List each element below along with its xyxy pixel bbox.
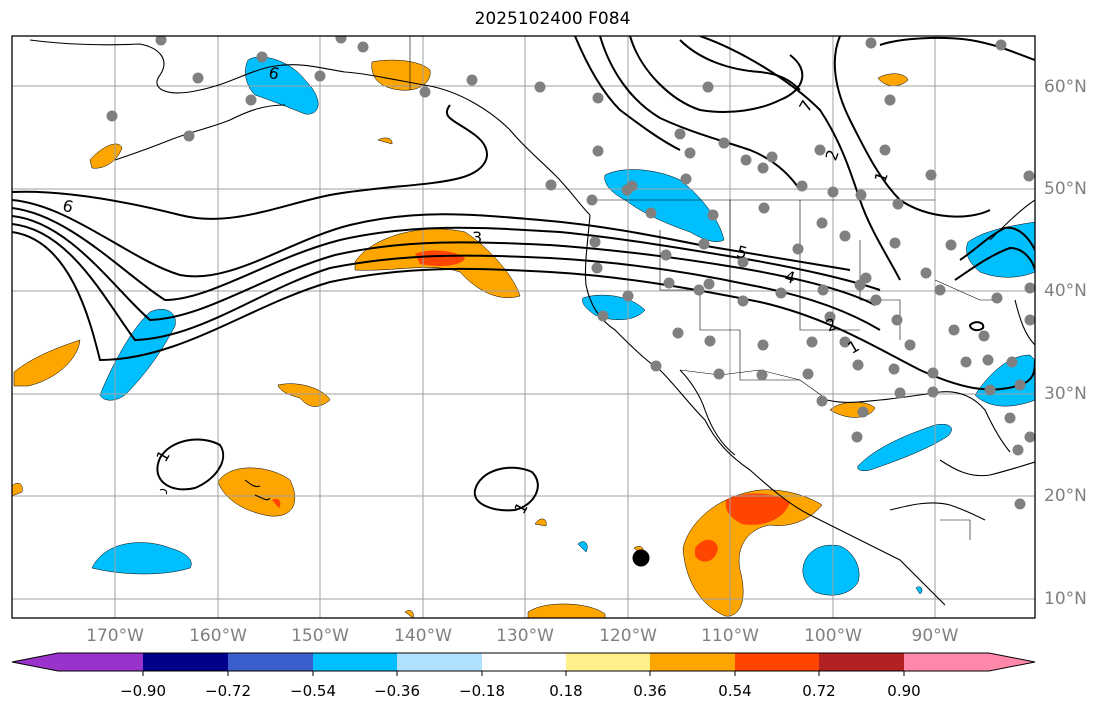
colorbar-segment <box>228 653 313 671</box>
lat-label: 60°N <box>1044 77 1087 97</box>
colorbar-tick-label: −0.36 <box>374 682 420 700</box>
contour-label: 6 <box>267 63 282 84</box>
colorbar-tick-label: −0.18 <box>459 682 505 700</box>
negative-anomaly-shading <box>91 56 1035 596</box>
colorbar-segment <box>143 653 228 671</box>
map-frame <box>11 35 1036 619</box>
colorbar-segment <box>482 653 566 671</box>
colorbar-extend-max <box>989 653 1035 671</box>
lon-label: 100°W <box>804 626 862 646</box>
colorbar-tick-label: −0.90 <box>120 682 166 700</box>
lon-label: 110°W <box>701 626 759 646</box>
colorbar-tick-label: −0.54 <box>290 682 336 700</box>
colorbar-extend-min <box>12 653 58 671</box>
contour-label: 4 <box>783 267 798 288</box>
contour-label: 5 <box>735 242 750 263</box>
lat-label: 50°N <box>1044 179 1087 199</box>
contour-lines <box>12 36 1035 512</box>
coastlines <box>29 39 1035 606</box>
lon-label: 170°W <box>86 626 144 646</box>
colorbar-segment <box>904 653 989 671</box>
lon-label: 130°W <box>496 626 554 646</box>
colorbar-segment <box>58 653 143 671</box>
lon-label: 120°W <box>599 626 657 646</box>
lat-label: 40°N <box>1044 281 1087 301</box>
lon-label: 90°W <box>911 626 959 646</box>
lon-label: 150°W <box>291 626 349 646</box>
colorbar-segment <box>819 653 904 671</box>
colorbar-tick-label: 0.90 <box>887 682 921 700</box>
graticule <box>12 36 1035 618</box>
map-title: 2025102400 F084 <box>474 9 631 29</box>
lat-label: 10°N <box>1044 589 1087 609</box>
colorbar-tick-label: −0.72 <box>205 682 251 700</box>
colorbar-outline <box>11 652 1036 672</box>
colorbar-segment <box>397 653 482 671</box>
colorbar-segment <box>313 653 397 671</box>
colorbar-tick-label: 0.54 <box>718 682 752 700</box>
hurricane-marker <box>632 549 650 567</box>
colorbar-segment <box>566 653 650 671</box>
contour-label: 6 <box>61 196 76 217</box>
colorbar-tick-label: 0.36 <box>633 682 667 700</box>
colorbar-segment <box>650 653 735 671</box>
contour-label: 3 <box>472 228 482 247</box>
station-markers <box>106 36 1035 510</box>
lat-label: 30°N <box>1044 384 1087 404</box>
colorbar <box>11 652 1036 676</box>
lon-label: 160°W <box>189 626 247 646</box>
lon-label: 140°W <box>394 626 452 646</box>
colorbar-tick-label: 0.72 <box>802 682 836 700</box>
lat-label: 20°N <box>1044 486 1087 506</box>
map-panel <box>12 36 1035 618</box>
strong-positive-anomaly-shading <box>272 250 790 562</box>
colorbar-tick-label: 0.18 <box>549 682 583 700</box>
colorbar-segment <box>735 653 819 671</box>
